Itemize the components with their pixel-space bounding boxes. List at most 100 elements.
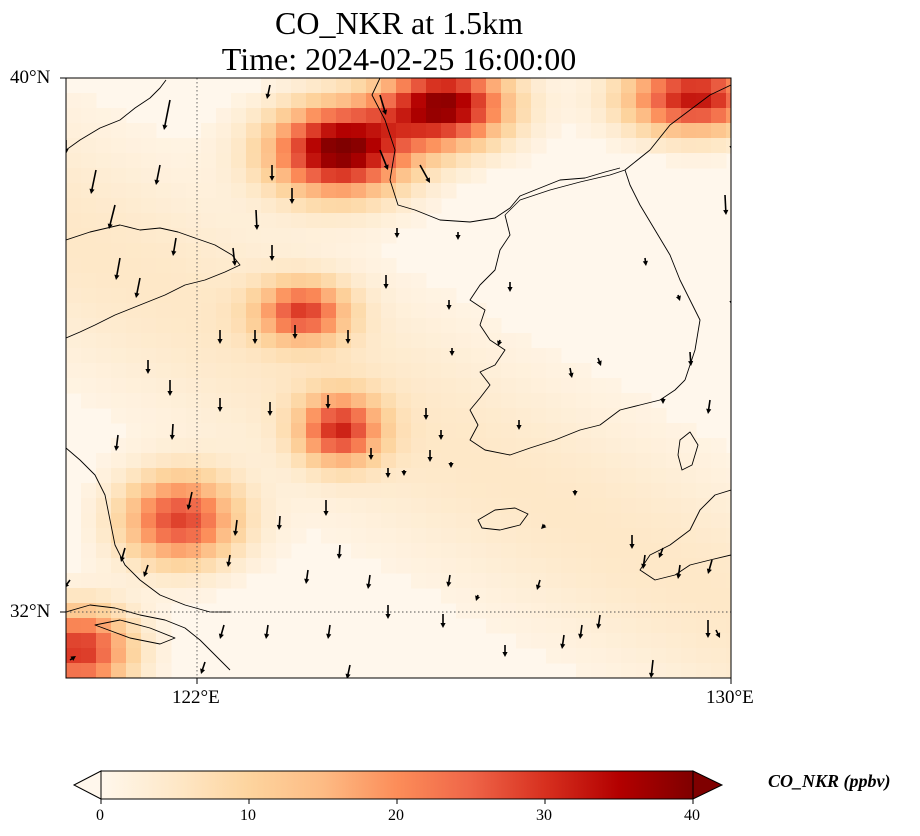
- wind-arrow: [658, 547, 664, 558]
- field-cell: [126, 438, 142, 454]
- field-cell: [126, 273, 142, 289]
- wind-arrow: [596, 614, 602, 629]
- field-cell: [246, 348, 262, 364]
- field-cell: [696, 588, 712, 604]
- field-cell: [261, 543, 277, 559]
- field-cell: [606, 138, 622, 154]
- field-cell: [201, 483, 217, 499]
- field-cell: [231, 333, 247, 349]
- field-cell: [561, 468, 577, 484]
- field-cell: [681, 138, 697, 154]
- wind-arrow-head: [323, 511, 329, 516]
- field-cell: [606, 438, 622, 454]
- field-cell: [96, 633, 112, 649]
- field-cell: [171, 258, 187, 274]
- field-cell: [336, 93, 352, 109]
- field-cell: [96, 303, 112, 319]
- field-cell: [351, 318, 367, 334]
- colorbar-tick-10: 10: [240, 807, 256, 824]
- field-cell: [321, 273, 337, 289]
- field-cell: [471, 423, 487, 439]
- field-cell: [726, 648, 731, 664]
- korea-border: [504, 169, 626, 216]
- field-cell: [396, 423, 412, 439]
- field-cell: [651, 528, 667, 544]
- field-cell: [156, 378, 172, 394]
- field-cell: [381, 393, 397, 409]
- field-cell: [186, 588, 202, 604]
- field-cell: [216, 138, 232, 154]
- field-cell: [381, 228, 397, 244]
- field-cell: [96, 318, 112, 334]
- field-cell: [456, 453, 472, 469]
- field-cell: [351, 138, 367, 154]
- field-cell: [156, 303, 172, 319]
- tsushima-island: [677, 431, 699, 471]
- field-cell: [276, 168, 292, 184]
- field-cell: [156, 648, 172, 664]
- field-cell: [246, 153, 262, 169]
- field-cell: [516, 408, 532, 424]
- wind-arrow-shaft: [234, 519, 238, 534]
- field-cell: [471, 468, 487, 484]
- field-cell: [441, 108, 457, 124]
- field-cell: [321, 483, 337, 499]
- field-cell: [621, 603, 637, 619]
- field-cell: [486, 528, 502, 544]
- field-cell: [546, 648, 562, 664]
- field-cell: [291, 513, 307, 529]
- field-cell: [171, 363, 187, 379]
- field-cell: [291, 498, 307, 514]
- field-cell: [696, 78, 712, 94]
- field-cell: [276, 333, 292, 349]
- field-cell: [711, 453, 727, 469]
- field-cell: [726, 663, 731, 678]
- field-cell: [111, 348, 127, 364]
- wind-arrow-head: [446, 305, 452, 310]
- field-cell: [276, 198, 292, 214]
- wind-arrow: [167, 380, 173, 396]
- field-cell: [711, 513, 727, 529]
- field-cell: [621, 513, 637, 529]
- field-cell: [666, 528, 682, 544]
- field-cell: [276, 408, 292, 424]
- field-cell: [96, 528, 112, 544]
- field-cell: [111, 453, 127, 469]
- field-cell: [156, 168, 172, 184]
- field-cell: [366, 333, 382, 349]
- wind-arrow: [366, 574, 372, 589]
- field-cell: [651, 498, 667, 514]
- field-cell: [636, 513, 652, 529]
- field-cell: [81, 513, 97, 529]
- wind-arrow-head: [641, 563, 647, 569]
- field-cell: [306, 273, 322, 289]
- field-cell: [126, 348, 142, 364]
- field-cell: [531, 498, 547, 514]
- field-cell: [606, 588, 622, 604]
- field-cell: [366, 543, 382, 559]
- shandong-peninsula: [66, 224, 241, 339]
- field-cell: [576, 483, 592, 499]
- field-cell: [231, 153, 247, 169]
- field-cell: [261, 258, 277, 274]
- field-cell: [501, 123, 517, 139]
- jeju-island: [477, 507, 529, 531]
- field-cell: [381, 318, 397, 334]
- field-cell: [276, 528, 292, 544]
- field-cell: [336, 528, 352, 544]
- field-cell: [486, 123, 502, 139]
- field-cell: [246, 138, 262, 154]
- field-cell: [666, 468, 682, 484]
- field-cell: [381, 483, 397, 499]
- field-cell: [66, 663, 82, 678]
- field-cell: [276, 258, 292, 274]
- field-cell: [276, 303, 292, 319]
- field-cell: [366, 213, 382, 229]
- field-cell: [561, 573, 577, 589]
- wind-arrow: [596, 357, 602, 366]
- field-cell: [351, 423, 367, 439]
- field-cell: [216, 168, 232, 184]
- wind-arrow-head: [507, 287, 513, 292]
- wind-arrow: [448, 462, 454, 468]
- field-cell: [306, 183, 322, 199]
